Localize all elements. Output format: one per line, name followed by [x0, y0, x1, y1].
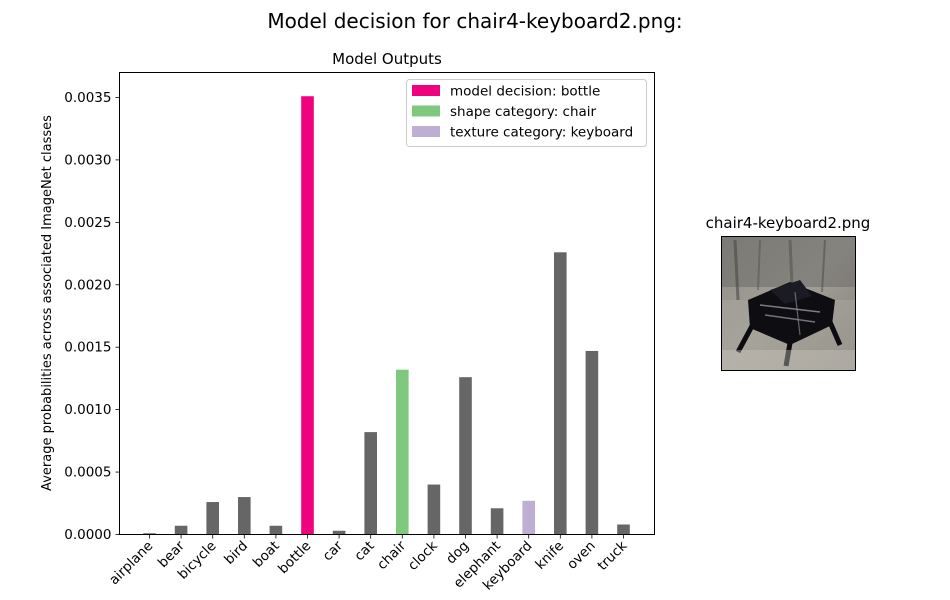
y-tick-label: 0.0020 — [64, 277, 111, 293]
legend-label: texture category: keyboard — [450, 125, 633, 141]
bar-bottle — [301, 96, 314, 535]
legend-swatch — [412, 85, 440, 96]
bar-boat — [269, 525, 283, 535]
x-tick-label: oven — [564, 538, 599, 573]
bar-oven — [585, 350, 599, 535]
bar-bird — [238, 497, 251, 535]
bar-car — [332, 530, 346, 535]
bar-bear — [174, 525, 188, 535]
bar-truck — [617, 524, 630, 535]
bar-dog — [459, 377, 472, 535]
bar-chart: Model Outputs Average probabilities acro… — [40, 50, 655, 594]
x-tick-label: bird — [221, 538, 251, 568]
bar-clock — [427, 484, 441, 535]
legend-swatch — [412, 105, 440, 117]
bar-knife — [554, 252, 567, 535]
y-ticks: 0.0000 0.0005 0.0010 0.0015 0.0020 0.0025 0.00… — [64, 90, 120, 543]
x-tick-label: car — [320, 538, 347, 565]
stimulus-image — [722, 237, 855, 370]
x-tick-label: cat — [351, 538, 377, 564]
legend-swatch — [412, 126, 440, 137]
y-tick-label: 0.0035 — [64, 90, 111, 106]
bar-airplane — [143, 533, 156, 535]
x-tick-label: chair — [374, 538, 409, 573]
legend-label: shape category: chair — [450, 104, 597, 120]
image-title: chair4-keyboard2.png — [706, 214, 871, 232]
bar-cat — [364, 432, 377, 535]
legend-box — [406, 79, 647, 147]
chart-title: Model Outputs — [332, 50, 442, 68]
y-tick-label: 0.0005 — [64, 465, 111, 481]
y-axis-label: Average probabilities across associated … — [40, 115, 55, 491]
y-tick-label: 0.0010 — [64, 402, 111, 418]
x-tick-label: bottle — [275, 538, 314, 577]
bar-bicycle — [206, 502, 219, 535]
plot-frame — [119, 72, 655, 535]
bar-elephant — [490, 508, 504, 535]
legend-label: model decision: bottle — [450, 84, 600, 100]
x-tick-label: knife — [532, 538, 567, 573]
y-tick-label: 0.0000 — [64, 527, 111, 543]
x-tick-label: truck — [595, 538, 631, 574]
x-tick-label: clock — [405, 538, 441, 574]
bars — [143, 96, 630, 535]
y-tick-label: 0.0015 — [64, 340, 111, 356]
bar-chair — [396, 369, 409, 535]
y-tick-label: 0.0030 — [64, 152, 111, 168]
image-panel: chair4-keyboard2.png — [706, 214, 871, 371]
figure-title: Model decision for chair4-keyboard2.png: — [267, 9, 682, 33]
x-tick-label: airplane — [106, 538, 156, 588]
y-tick-label: 0.0025 — [64, 215, 111, 231]
bar-keyboard — [522, 500, 535, 535]
image-frame — [721, 236, 856, 371]
legend: model decision: bottle shape category: ch… — [406, 79, 647, 147]
